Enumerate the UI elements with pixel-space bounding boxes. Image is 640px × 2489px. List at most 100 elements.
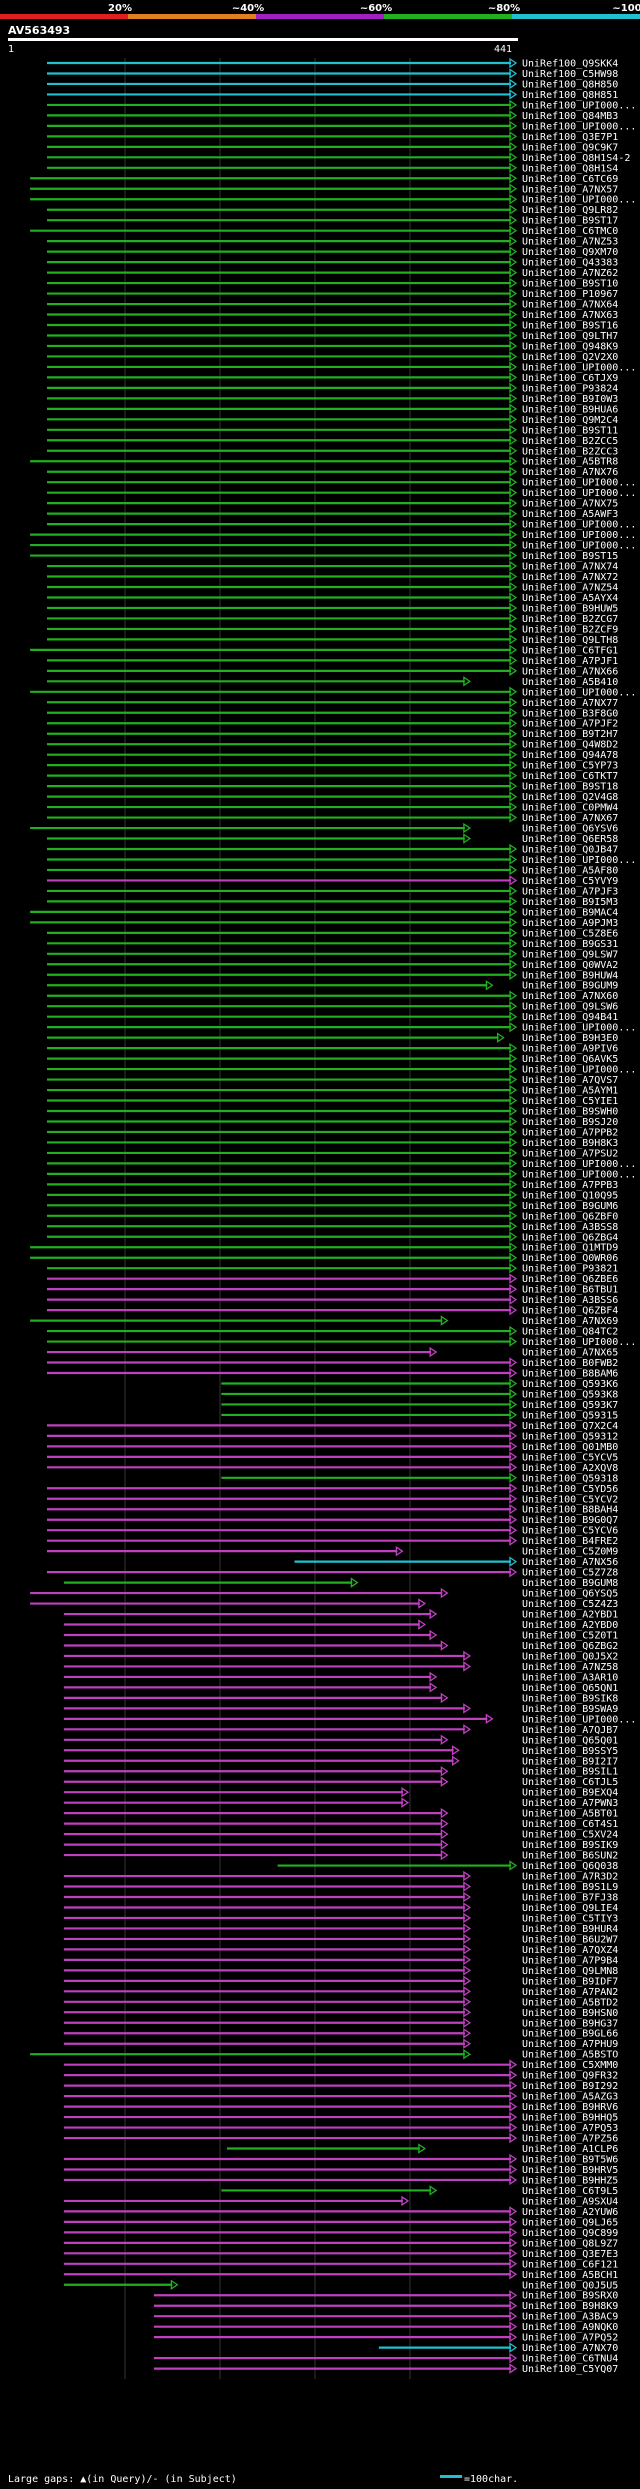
subject-label[interactable]: UniRef100_A7QVS7 (522, 1075, 618, 1086)
subject-label[interactable]: UniRef100_A7NX76 (522, 467, 618, 478)
subject-label[interactable]: UniRef100_Q84TC2 (522, 1327, 618, 1338)
subject-label[interactable]: UniRef100_Q9LTH8 (522, 635, 618, 646)
subject-label[interactable]: UniRef100_B9HUW4 (522, 970, 618, 981)
subject-label[interactable]: UniRef100_C0PMW4 (522, 803, 618, 814)
subject-label[interactable]: UniRef100_A7NZ62 (522, 268, 618, 279)
subject-label[interactable]: UniRef100_Q9LTH7 (522, 331, 618, 342)
subject-label[interactable]: UniRef100_A7NZ54 (522, 583, 618, 594)
subject-label[interactable]: UniRef100_B9HG37 (522, 2018, 618, 2029)
subject-label[interactable]: UniRef100_B9ST16 (522, 321, 618, 332)
subject-label[interactable]: UniRef100_Q9FR32 (522, 2071, 618, 2082)
subject-label[interactable]: UniRef100_A5BSTO (522, 2050, 618, 2061)
subject-label[interactable]: UniRef100_Q6ZBF0 (522, 1211, 618, 1222)
subject-label[interactable]: UniRef100_UPI000... (522, 1159, 636, 1170)
subject-label[interactable]: UniRef100_Q8H851 (522, 90, 618, 101)
subject-label[interactable]: UniRef100_A7NX65 (522, 1348, 618, 1359)
subject-label[interactable]: UniRef100_B9SIL1 (522, 1767, 618, 1778)
subject-label[interactable]: UniRef100_B9I2I7 (522, 1756, 618, 1767)
subject-label[interactable]: UniRef100_Q6AVK5 (522, 1054, 618, 1065)
subject-label[interactable]: UniRef100_Q2V4G8 (522, 792, 618, 803)
subject-label[interactable]: UniRef100_A7NX60 (522, 991, 618, 1002)
subject-label[interactable]: UniRef100_C6TNU4 (522, 2354, 618, 2365)
subject-label[interactable]: UniRef100_C5YVY9 (522, 876, 618, 887)
subject-label[interactable]: UniRef100_UPI000... (522, 855, 636, 866)
subject-label[interactable]: UniRef100_B0FWB2 (522, 1358, 618, 1369)
subject-label[interactable]: UniRef100_B9SJ20 (522, 1117, 618, 1128)
subject-label[interactable]: UniRef100_Q9SKK4 (522, 59, 618, 70)
subject-label[interactable]: UniRef100_A1CLP6 (522, 2144, 618, 2155)
subject-label[interactable]: UniRef100_P93824 (522, 383, 618, 394)
subject-label[interactable]: UniRef100_B2ZCF9 (522, 624, 618, 635)
subject-label[interactable]: UniRef100_Q7X2C4 (522, 1421, 618, 1432)
subject-label[interactable]: UniRef100_A7PJF2 (522, 719, 618, 730)
subject-label[interactable]: UniRef100_A2YUW6 (522, 2207, 618, 2218)
subject-label[interactable]: UniRef100_A7NZ53 (522, 237, 618, 248)
subject-label[interactable]: UniRef100_B9HRV6 (522, 2102, 618, 2113)
subject-label[interactable]: UniRef100_B9ST17 (522, 216, 618, 227)
subject-label[interactable]: UniRef100_A3AR10 (522, 1672, 618, 1683)
subject-label[interactable]: UniRef100_Q8H850 (522, 79, 618, 90)
subject-label[interactable]: UniRef100_B6SUN2 (522, 1851, 618, 1862)
subject-label[interactable]: UniRef100_Q593K8 (522, 1389, 618, 1400)
subject-label[interactable]: UniRef100_A9SXU4 (522, 2196, 618, 2207)
subject-label[interactable]: UniRef100_B9H3E0 (522, 1033, 618, 1044)
subject-label[interactable]: UniRef100_C5YCV2 (522, 1494, 618, 1505)
subject-label[interactable]: UniRef100_Q9LIE4 (522, 1903, 618, 1914)
subject-label[interactable]: UniRef100_Q6YSQ5 (522, 1589, 618, 1600)
subject-label[interactable]: UniRef100_B9EXQ4 (522, 1788, 618, 1799)
subject-label[interactable]: UniRef100_Q593K6 (522, 1379, 618, 1390)
subject-label[interactable]: UniRef100_Q8H1S4 (522, 163, 618, 174)
subject-label[interactable]: UniRef100_Q0J5X2 (522, 1651, 618, 1662)
subject-label[interactable]: UniRef100_B9SIK9 (522, 1840, 618, 1851)
subject-label[interactable]: UniRef100_A7NX69 (522, 1316, 618, 1327)
subject-label[interactable]: UniRef100_B9HHZ5 (522, 2175, 618, 2186)
subject-label[interactable]: UniRef100_Q6YSV6 (522, 824, 618, 835)
subject-label[interactable]: UniRef100_Q9LSW6 (522, 1002, 618, 1013)
subject-label[interactable]: UniRef100_B9ST11 (522, 425, 618, 436)
subject-label[interactable]: UniRef100_A7PJF3 (522, 886, 618, 897)
subject-label[interactable]: UniRef100_A2YBD0 (522, 1620, 618, 1631)
subject-label[interactable]: UniRef100_UPI000... (522, 100, 636, 111)
subject-label[interactable]: UniRef100_A9PIV6 (522, 1044, 618, 1055)
subject-label[interactable]: UniRef100_A5AWF3 (522, 509, 618, 520)
subject-label[interactable]: UniRef100_C5Z0M9 (522, 1547, 618, 1558)
subject-label[interactable]: UniRef100_C5YCV5 (522, 1452, 618, 1463)
subject-label[interactable]: UniRef100_B9HRV5 (522, 2165, 618, 2176)
subject-label[interactable]: UniRef100_UPI000... (522, 541, 636, 552)
subject-label[interactable]: UniRef100_Q3E7P1 (522, 132, 618, 143)
subject-label[interactable]: UniRef100_A5BT01 (522, 1809, 618, 1820)
subject-label[interactable]: UniRef100_C6T9L5 (522, 2186, 618, 2197)
subject-label[interactable]: UniRef100_Q94A78 (522, 750, 618, 761)
subject-label[interactable]: UniRef100_B9GUM9 (522, 981, 618, 992)
subject-label[interactable]: UniRef100_B9I0W3 (522, 394, 618, 405)
subject-label[interactable]: UniRef100_Q84MB3 (522, 111, 618, 122)
subject-label[interactable]: UniRef100_B9T2H7 (522, 729, 618, 740)
subject-label[interactable]: UniRef100_C6F121 (522, 2259, 618, 2270)
subject-label[interactable]: UniRef100_P93821 (522, 1264, 618, 1275)
subject-label[interactable]: UniRef100_Q6ZBG4 (522, 1232, 618, 1243)
subject-label[interactable]: UniRef100_C6TKT7 (522, 771, 618, 782)
subject-label[interactable]: UniRef100_Q9C9K7 (522, 142, 618, 153)
subject-label[interactable]: UniRef100_B7FJ38 (522, 1893, 618, 1904)
subject-label[interactable]: UniRef100_A9PJM3 (522, 918, 618, 929)
subject-label[interactable]: UniRef100_B9G0Q7 (522, 1515, 618, 1526)
subject-label[interactable]: UniRef100_B4FRE2 (522, 1536, 618, 1547)
subject-label[interactable]: UniRef100_C6TFG1 (522, 645, 618, 656)
subject-label[interactable]: UniRef100_B9GL66 (522, 2029, 618, 2040)
subject-label[interactable]: UniRef100_A3BSS6 (522, 1295, 618, 1306)
subject-label[interactable]: UniRef100_A7NX75 (522, 499, 618, 510)
subject-label[interactable]: UniRef100_Q9M2C4 (522, 415, 618, 426)
subject-label[interactable]: UniRef100_UPI000... (522, 478, 636, 489)
subject-label[interactable]: UniRef100_C5YP73 (522, 761, 618, 772)
subject-label[interactable]: UniRef100_UPI000... (522, 520, 636, 531)
subject-label[interactable]: UniRef100_A7NX77 (522, 698, 618, 709)
subject-label[interactable]: UniRef100_C5Z7Z8 (522, 1568, 618, 1579)
subject-label[interactable]: UniRef100_C6TC69 (522, 174, 618, 185)
subject-label[interactable]: UniRef100_A7PPB2 (522, 1127, 618, 1138)
subject-label[interactable]: UniRef100_B9HUA6 (522, 404, 618, 415)
subject-label[interactable]: UniRef100_Q0WR06 (522, 1253, 618, 1264)
subject-label[interactable]: UniRef100_Q59312 (522, 1431, 618, 1442)
subject-label[interactable]: UniRef100_A7R3D2 (522, 1872, 618, 1883)
subject-label[interactable]: UniRef100_C6T4S1 (522, 1819, 618, 1830)
subject-label[interactable]: UniRef100_C5Z8E6 (522, 928, 618, 939)
